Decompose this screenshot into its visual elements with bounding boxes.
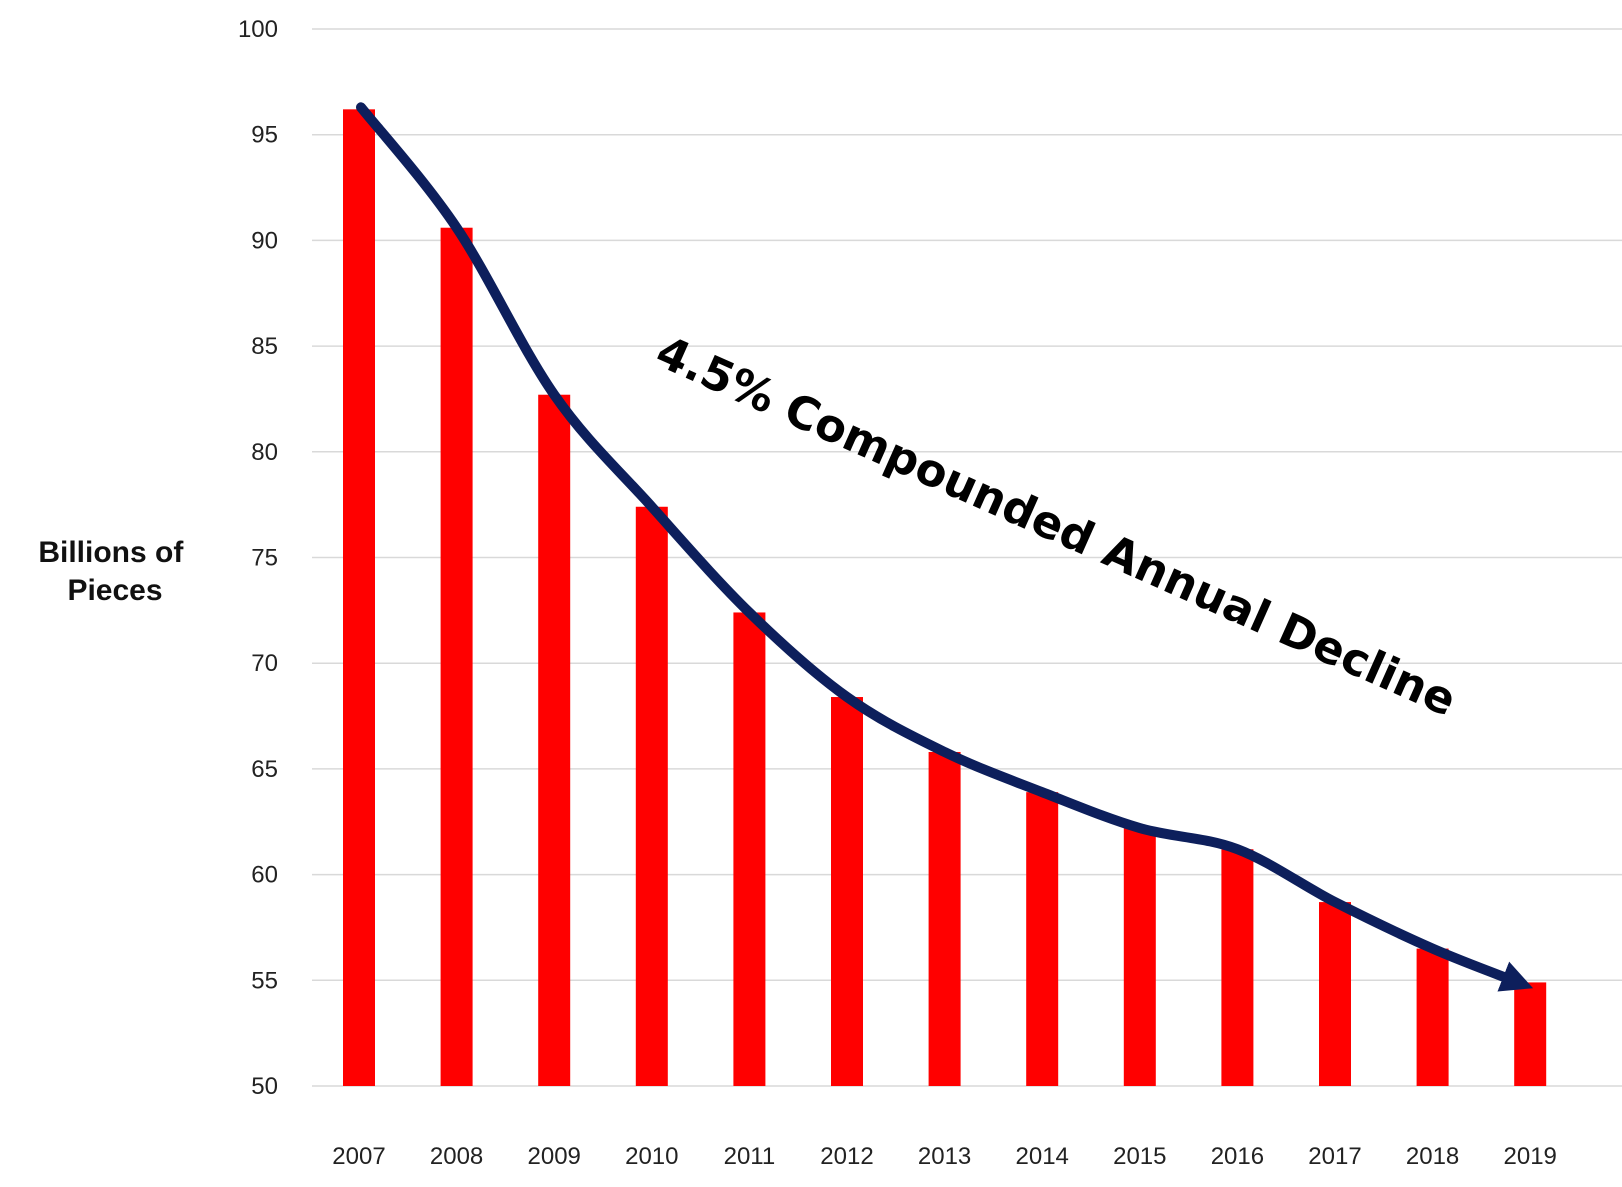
bar-2017: [1319, 902, 1351, 1086]
x-tick-label: 2016: [1211, 1143, 1264, 1170]
bar-2011: [733, 612, 766, 1086]
gridlines: [312, 28, 1622, 1087]
bar-2016: [1221, 849, 1254, 1086]
bar-2019: [1514, 982, 1547, 1086]
bar-2014: [1026, 792, 1059, 1086]
x-tick-label: 2018: [1406, 1143, 1459, 1170]
bar-2009: [538, 394, 571, 1086]
y-tick-label: 90: [251, 227, 278, 254]
y-axis-label-line-1: Billions of: [38, 536, 184, 569]
x-tick-label: 2009: [528, 1143, 581, 1170]
y-tick-label: 55: [251, 967, 278, 994]
bar-2018: [1416, 948, 1449, 1086]
y-tick-label: 85: [251, 333, 278, 360]
bar-2015: [1123, 828, 1156, 1086]
bar-2008: [440, 227, 473, 1086]
bar-2007: [343, 109, 375, 1086]
x-tick-label: 2008: [430, 1143, 483, 1170]
trend-arrow: [356, 102, 1534, 992]
y-tick-label: 60: [251, 862, 278, 889]
y-tick-label: 100: [238, 16, 278, 43]
y-axis-label: Billions of Pieces: [38, 536, 191, 607]
x-axis-ticks: 2007 2008 2009 2010 2011 2012 2013 2014 2015 2016…: [332, 1143, 1557, 1170]
y-tick-label: 75: [251, 545, 278, 572]
x-tick-label: 2015: [1113, 1143, 1166, 1170]
y-axis-label-line-2: Pieces: [67, 574, 162, 607]
y-axis-ticks: 50 55 60 65 70 75 80 85 90 95 100: [238, 16, 278, 1100]
x-tick-label: 2019: [1504, 1143, 1557, 1170]
bars: [343, 109, 1547, 1086]
y-tick-label: 80: [251, 439, 278, 466]
bar-2012: [831, 697, 863, 1086]
bar-2010: [635, 506, 668, 1086]
x-tick-label: 2011: [724, 1143, 776, 1170]
y-tick-label: 65: [251, 756, 278, 783]
bar-2013: [928, 751, 961, 1086]
y-tick-label: 70: [251, 650, 278, 677]
x-tick-label: 2017: [1308, 1143, 1361, 1170]
y-tick-label: 50: [251, 1073, 278, 1100]
x-tick-label: 2007: [332, 1143, 385, 1170]
x-tick-label: 2012: [820, 1143, 873, 1170]
decline-annotation: 4.5% Compounded Annual Decline: [648, 325, 1464, 727]
x-tick-label: 2014: [1016, 1143, 1069, 1170]
y-tick-label: 95: [251, 122, 278, 149]
x-tick-label: 2013: [918, 1143, 971, 1170]
x-tick-label: 2010: [625, 1143, 678, 1170]
